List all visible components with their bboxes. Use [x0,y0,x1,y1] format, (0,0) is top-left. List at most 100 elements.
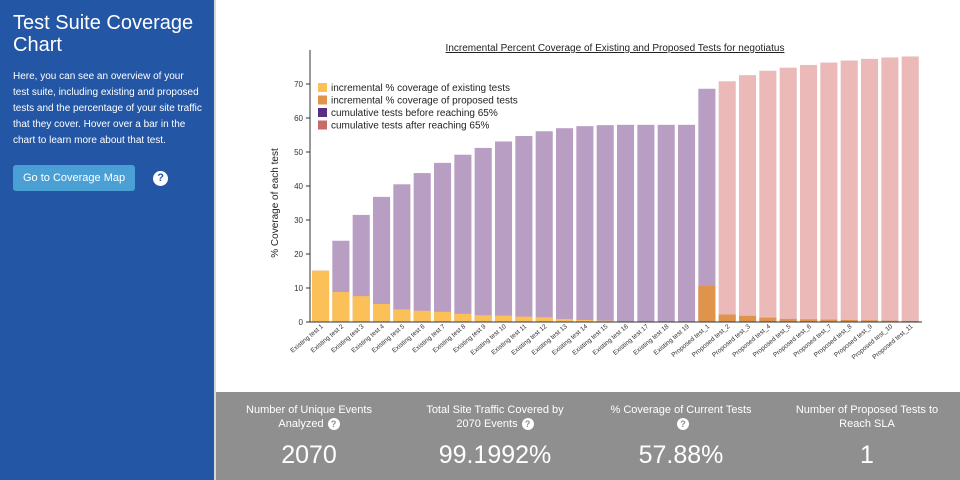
cumulative-bar[interactable] [820,62,838,322]
incremental-bar[interactable] [718,314,736,322]
y-tick-label: 70 [294,80,303,89]
stat-card: Number of Unique Events Analyzed? 2070 [216,392,402,480]
incremental-bar[interactable] [698,285,716,322]
help-icon[interactable]: ? [521,418,534,431]
cumulative-bar[interactable] [698,88,716,322]
incremental-bar[interactable] [454,313,472,322]
sidebar: Test Suite Coverage Chart Here, you can … [0,0,214,480]
cumulative-bar[interactable] [535,131,553,322]
incremental-bar[interactable] [739,315,757,322]
panel-divider [214,0,216,480]
stat-value: 57.88% [638,441,724,469]
legend-label: cumulative tests before reaching 65% [331,108,498,119]
incremental-bar[interactable] [820,319,838,322]
stat-label-text: % Coverage of Current Tests? [610,404,752,431]
cumulative-bar[interactable] [637,124,655,322]
go-to-coverage-map-button[interactable]: Go to Coverage Map [13,165,136,191]
incremental-bar[interactable] [840,319,858,322]
cumulative-bar[interactable] [495,141,513,322]
cumulative-bar[interactable] [678,124,696,322]
main-panel: Incremental Percent Coverage of Existing… [216,0,960,480]
y-tick-label: 50 [294,148,303,157]
incremental-bar[interactable] [596,320,614,322]
cumulative-bar[interactable] [901,56,919,323]
sidebar-title: Test Suite Coverage Chart [13,12,194,56]
help-icon[interactable]: ? [327,418,340,431]
legend-swatch [318,120,327,130]
y-tick-label: 40 [294,182,303,191]
cumulative-bar[interactable] [596,125,614,322]
incremental-bar[interactable] [434,311,452,322]
cumulative-bar[interactable] [515,136,533,322]
cumulative-bar[interactable] [657,124,675,322]
incremental-bar[interactable] [495,315,513,322]
stat-card: % Coverage of Current Tests? 57.88% [588,392,774,480]
stat-label: Number of Proposed Tests to Reach SLA [774,403,960,433]
cumulative-bar[interactable] [779,67,797,323]
incremental-bar[interactable] [800,319,818,322]
help-icon[interactable]: ? [153,170,169,186]
cumulative-bar[interactable] [617,124,635,322]
coverage-chart: Incremental Percent Coverage of Existing… [270,43,922,361]
stat-value: 2070 [281,441,337,469]
stat-value: 1 [860,441,874,469]
cumulative-bar[interactable] [718,81,736,322]
cumulative-bar[interactable] [759,70,777,323]
incremental-bar[interactable] [332,292,350,322]
incremental-bar[interactable] [759,317,777,322]
incremental-bar[interactable] [515,316,533,322]
legend-swatch [318,108,327,117]
stat-label-text: Number of Proposed Tests to Reach SLA [795,404,939,430]
help-icon[interactable]: ? [677,418,689,431]
stat-card: Total Site Traffic Covered by 2070 Event… [402,392,588,480]
y-tick-label: 0 [299,318,304,327]
incremental-bar[interactable] [352,296,370,322]
incremental-bar[interactable] [881,320,899,322]
incremental-bar[interactable] [393,309,411,322]
incremental-bar[interactable] [413,310,431,322]
cumulative-bar[interactable] [474,147,492,322]
cumulative-bar[interactable] [373,196,391,322]
cumulative-bar[interactable] [352,214,370,322]
cumulative-bar[interactable] [881,57,899,322]
cumulative-bar[interactable] [840,60,858,322]
sidebar-actions: Go to Coverage Map ? [13,165,202,191]
legend-swatch [318,95,327,105]
incremental-bar[interactable] [535,317,553,322]
incremental-bar[interactable] [861,320,879,322]
cumulative-bar[interactable] [434,162,452,322]
y-tick-label: 10 [294,284,303,293]
cumulative-bar[interactable] [454,154,472,322]
cumulative-bar[interactable] [393,184,411,322]
incremental-bar[interactable] [779,318,797,322]
incremental-bar[interactable] [373,303,391,322]
y-axis-label: % Coverage of each test [270,148,281,258]
legend-label: cumulative tests after reaching 65% [331,121,490,132]
sidebar-description: Here, you can see an overview of your te… [13,71,202,146]
incremental-bar[interactable] [312,270,330,322]
stat-label: Total Site Traffic Covered by 2070 Event… [402,403,588,433]
cumulative-bar[interactable] [413,173,431,322]
legend-label: incremental % coverage of existing tests [331,83,510,94]
y-tick-label: 20 [294,250,303,259]
stat-card: Number of Proposed Tests to Reach SLA 1 [774,392,960,480]
stats-bar: Number of Unique Events Analyzed? 2070 Tot… [216,392,960,480]
legend-label: incremental % coverage of proposed tests [331,96,518,107]
stat-label-text: Number of Unique Events Analyzed? [246,404,372,431]
stat-value: 99.1992% [438,441,552,469]
cumulative-bar[interactable] [556,128,574,322]
incremental-bar[interactable] [474,315,492,322]
cumulative-bar[interactable] [800,64,818,323]
cumulative-bar[interactable] [861,58,879,323]
incremental-bar[interactable] [576,319,594,322]
legend-swatch [318,83,327,92]
cumulative-bar[interactable] [739,75,757,322]
cumulative-bar[interactable] [576,126,594,322]
stat-label: % Coverage of Current Tests? [588,403,774,433]
y-tick-label: 60 [294,114,303,123]
chart-title: Incremental Percent Coverage of Existing… [446,43,785,54]
incremental-bar[interactable] [556,318,574,322]
stat-label: Number of Unique Events Analyzed? [216,403,402,433]
incremental-bar[interactable] [901,320,919,322]
